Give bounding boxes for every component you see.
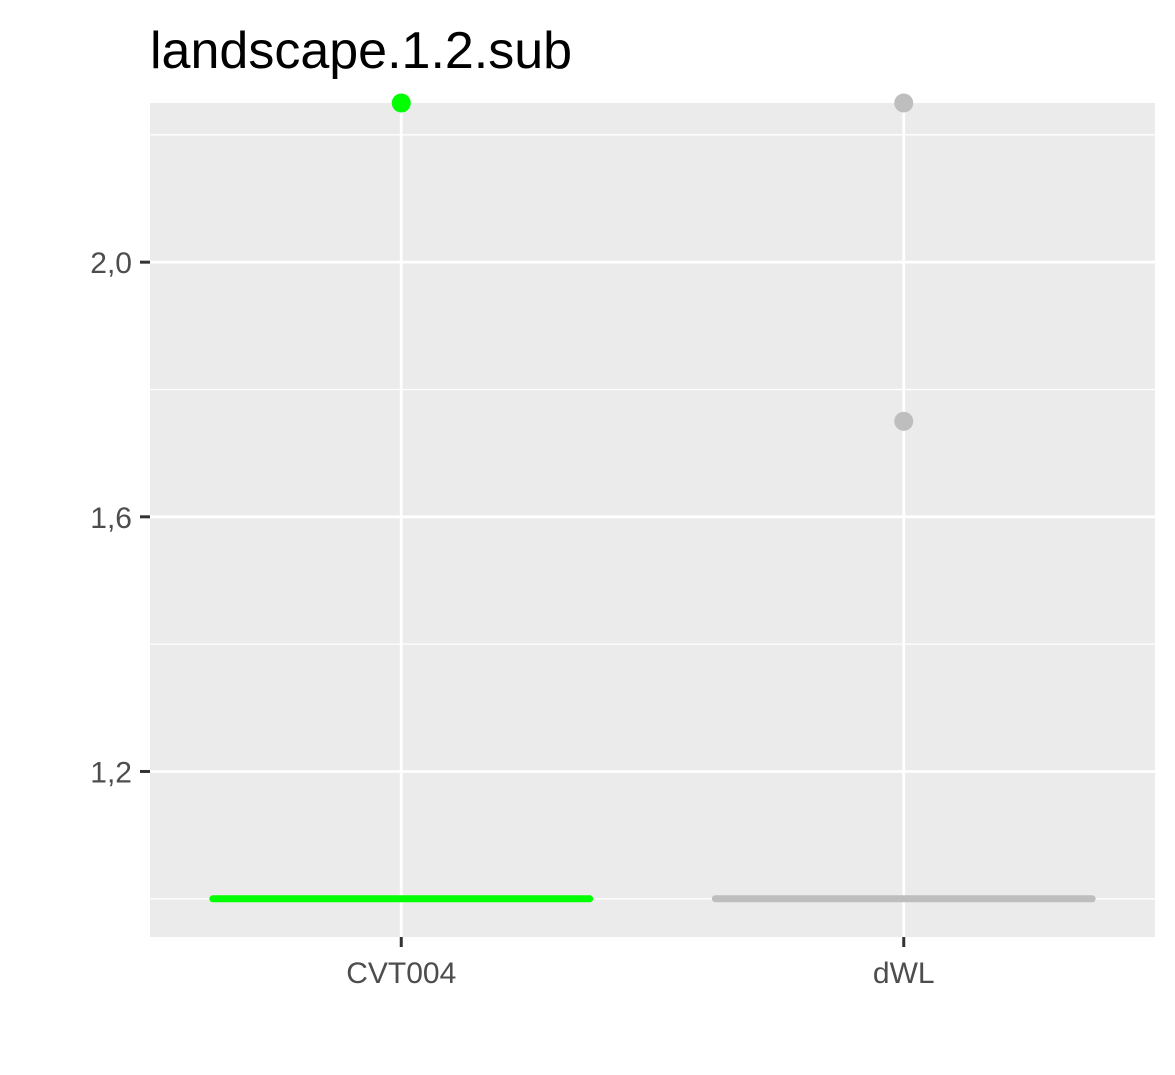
chart-marks xyxy=(209,93,1096,903)
panel-background xyxy=(150,103,1155,937)
outlier-point xyxy=(894,93,914,113)
outlier-point xyxy=(391,93,411,113)
x-tick-label: dWL xyxy=(873,957,935,990)
outlier-point xyxy=(894,411,914,431)
x-tick-label: CVT004 xyxy=(346,957,456,990)
chart-axes: 1,2 1,6 2,0 CVT004 dWL xyxy=(90,247,934,990)
y-tick-label: 1,2 xyxy=(90,756,132,789)
plot-panel xyxy=(150,103,1155,937)
y-tick-label: 1,6 xyxy=(90,502,132,535)
y-tick-label: 2,0 xyxy=(90,247,132,280)
chart-title: landscape.1.2.sub xyxy=(150,22,572,80)
